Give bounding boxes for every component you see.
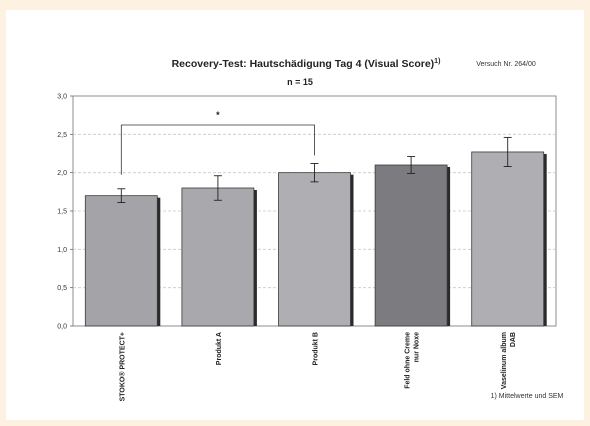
x-axis-labels: STOKO® PROTECT+ Produkt A Produkt B Feld oh… — [118, 332, 517, 402]
bar-chart: Recovery-Test: Hautschädigung Tag 4 (Vis… — [57, 58, 564, 402]
category-label: STOKO® PROTECT+ — [118, 332, 126, 401]
bars — [84, 136, 547, 327]
y-tick-label: 3,0 — [57, 94, 67, 101]
bracket-line — [120, 124, 315, 175]
bar — [374, 164, 448, 327]
significance-bracket: * — [120, 110, 315, 175]
bar — [84, 195, 158, 327]
study-number: Versuch Nr. 264/00 — [476, 61, 536, 68]
y-tick-label: 0,0 — [57, 324, 67, 331]
bar — [278, 172, 351, 327]
footnote: 1) Mittelwerte und SEM — [491, 393, 564, 400]
bar — [181, 187, 255, 327]
y-tick-label: 1,0 — [57, 247, 67, 254]
bar — [471, 151, 545, 327]
chart-title: Recovery-Test: Hautschädigung Tag 4 (Vis… — [172, 58, 441, 70]
y-tick-label: 0,5 — [57, 285, 67, 292]
chart-frame: Recovery-Test: Hautschädigung Tag 4 (Vis… — [6, 10, 584, 420]
category-label: Produkt B — [313, 332, 320, 365]
y-tick-label: 1,5 — [57, 209, 67, 216]
y-axis: 0,0 0,5 1,0 1,5 2,0 2,5 3,0 — [57, 94, 73, 331]
significance-label: * — [216, 110, 220, 120]
chart-subtitle: n = 15 — [287, 77, 313, 87]
y-tick-label: 2,0 — [57, 170, 67, 177]
y-tick-label: 2,5 — [57, 132, 67, 139]
category-label: Vaselinum album DAB — [501, 332, 517, 389]
category-label: Feld ohne Creme nur Noxe — [405, 332, 421, 389]
category-label: Produkt A — [216, 332, 223, 365]
